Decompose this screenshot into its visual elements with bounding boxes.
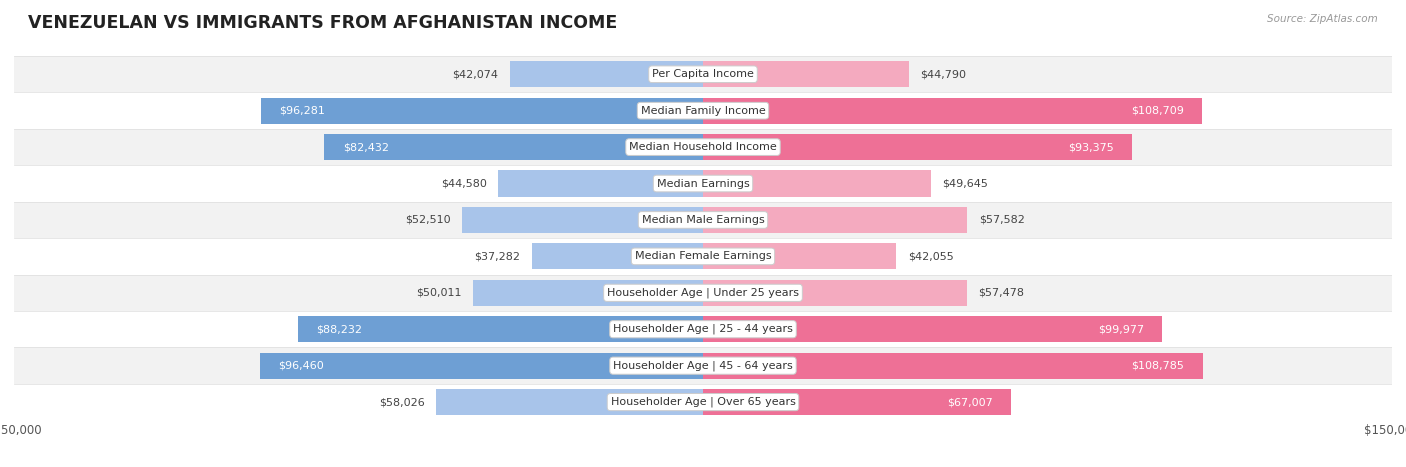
Text: $44,790: $44,790	[920, 69, 966, 79]
Bar	[703, 280, 967, 306]
Bar	[703, 316, 1163, 342]
Text: $57,582: $57,582	[979, 215, 1025, 225]
Text: Median Female Earnings: Median Female Earnings	[634, 251, 772, 262]
Bar	[14, 347, 1392, 384]
Bar	[703, 207, 967, 233]
Bar	[703, 61, 908, 87]
Bar	[703, 170, 931, 197]
Bar	[14, 202, 1392, 238]
Text: Median Earnings: Median Earnings	[657, 178, 749, 189]
Text: $58,026: $58,026	[380, 397, 425, 407]
Bar	[498, 170, 703, 197]
Text: Median Family Income: Median Family Income	[641, 106, 765, 116]
Bar	[461, 207, 703, 233]
Text: $82,432: $82,432	[343, 142, 389, 152]
Bar	[703, 353, 1202, 379]
Bar	[14, 384, 1392, 420]
Text: $96,460: $96,460	[278, 361, 325, 371]
Text: $49,645: $49,645	[942, 178, 988, 189]
Text: Median Male Earnings: Median Male Earnings	[641, 215, 765, 225]
Bar	[436, 389, 703, 415]
Bar	[703, 243, 896, 269]
Bar	[14, 129, 1392, 165]
Bar	[703, 98, 1202, 124]
Text: $99,977: $99,977	[1098, 324, 1144, 334]
Text: $42,055: $42,055	[908, 251, 953, 262]
Bar	[14, 92, 1392, 129]
Bar	[510, 61, 703, 87]
Text: $88,232: $88,232	[316, 324, 363, 334]
Bar	[14, 275, 1392, 311]
Bar	[531, 243, 703, 269]
Text: $96,281: $96,281	[280, 106, 325, 116]
Text: $108,785: $108,785	[1132, 361, 1184, 371]
Text: Householder Age | 25 - 44 years: Householder Age | 25 - 44 years	[613, 324, 793, 334]
Text: $52,510: $52,510	[405, 215, 450, 225]
Bar	[14, 311, 1392, 347]
Text: Householder Age | Under 25 years: Householder Age | Under 25 years	[607, 288, 799, 298]
Bar	[703, 134, 1132, 160]
Text: $57,478: $57,478	[979, 288, 1025, 298]
Bar	[14, 238, 1392, 275]
Bar	[260, 353, 703, 379]
Bar	[14, 165, 1392, 202]
Text: VENEZUELAN VS IMMIGRANTS FROM AFGHANISTAN INCOME: VENEZUELAN VS IMMIGRANTS FROM AFGHANISTA…	[28, 14, 617, 32]
Text: Householder Age | Over 65 years: Householder Age | Over 65 years	[610, 397, 796, 407]
Text: $108,709: $108,709	[1130, 106, 1184, 116]
Text: $44,580: $44,580	[441, 178, 486, 189]
Bar	[325, 134, 703, 160]
Text: $37,282: $37,282	[474, 251, 520, 262]
Text: $93,375: $93,375	[1067, 142, 1114, 152]
Text: $50,011: $50,011	[416, 288, 461, 298]
Text: Per Capita Income: Per Capita Income	[652, 69, 754, 79]
Text: $67,007: $67,007	[946, 397, 993, 407]
Text: Median Household Income: Median Household Income	[628, 142, 778, 152]
Text: Source: ZipAtlas.com: Source: ZipAtlas.com	[1267, 14, 1378, 24]
Text: $42,074: $42,074	[453, 69, 498, 79]
Bar	[260, 98, 703, 124]
Text: Householder Age | 45 - 64 years: Householder Age | 45 - 64 years	[613, 361, 793, 371]
Bar	[703, 389, 1011, 415]
Bar	[298, 316, 703, 342]
Bar	[474, 280, 703, 306]
Bar	[14, 56, 1392, 92]
